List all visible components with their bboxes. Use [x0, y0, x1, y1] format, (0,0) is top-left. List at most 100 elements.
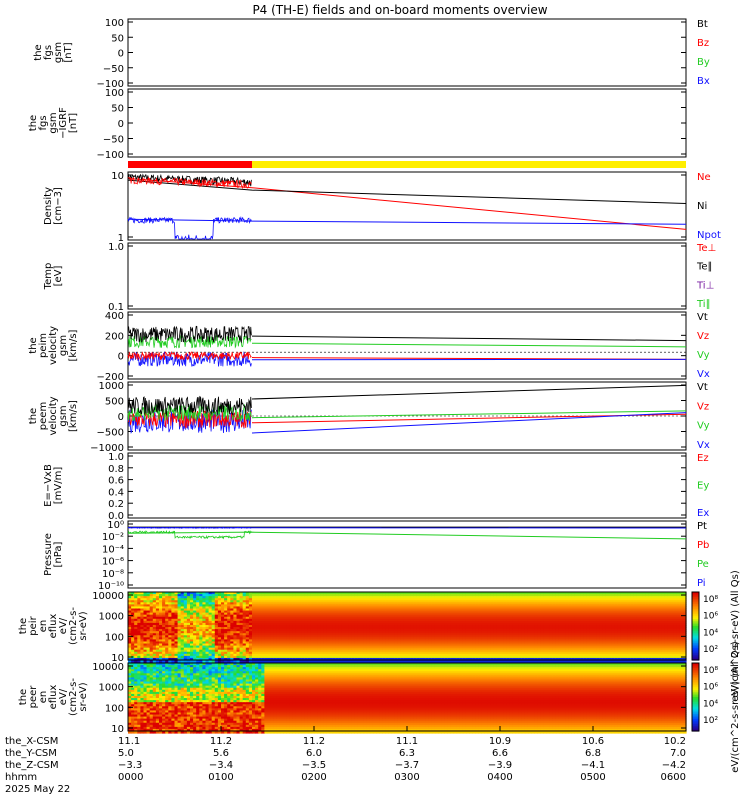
- peir-cell: [506, 598, 510, 601]
- peir-cell: [205, 608, 210, 612]
- peir-cell: [227, 598, 231, 601]
- peir-cell: [267, 641, 272, 645]
- peir-cell: [546, 618, 551, 622]
- peir-cell: [146, 639, 151, 642]
- peir-cell: [549, 596, 554, 599]
- peir-cell: [531, 592, 535, 595]
- peir-cell: [354, 647, 358, 651]
- peir-cell: [360, 602, 365, 605]
- peir-cell: [183, 596, 188, 599]
- peir-cell: [534, 629, 538, 632]
- peir-cell: [159, 592, 163, 595]
- peir-cell: [279, 627, 284, 630]
- peir-cell: [434, 629, 439, 632]
- peir-cell: [434, 647, 439, 651]
- peir-cell: [555, 660, 560, 663]
- peir-cell: [543, 657, 548, 661]
- peir-cell: [236, 653, 241, 657]
- peir-cell: [422, 620, 427, 624]
- peir-cell: [168, 647, 172, 651]
- peir-cell: [183, 600, 188, 603]
- peir-cell: [354, 620, 358, 624]
- peir-cell: [481, 629, 486, 632]
- peir-cell: [245, 637, 250, 640]
- peir-cell: [174, 647, 179, 651]
- peir-cell: [279, 655, 284, 659]
- peir-cell: [193, 655, 197, 659]
- peir-cell: [385, 641, 389, 645]
- peir-cell: [267, 624, 272, 628]
- peir-cell: [317, 653, 321, 657]
- peir-cell: [453, 651, 458, 655]
- peir-cell: [524, 627, 529, 630]
- peir-cell: [131, 627, 135, 630]
- peir-cell: [310, 647, 315, 651]
- peir-cell: [537, 655, 541, 659]
- peir-cell: [310, 629, 315, 632]
- peir-cell: [478, 657, 482, 661]
- peir-cell: [193, 596, 197, 599]
- peir-cell: [134, 596, 138, 599]
- peir-cell: [425, 616, 430, 620]
- peir-cell: [177, 600, 182, 603]
- peir-cell: [503, 657, 507, 661]
- peir-cell: [453, 618, 458, 622]
- peir-cell: [496, 645, 501, 649]
- peir-cell: [335, 657, 340, 661]
- peir-cell: [242, 649, 247, 653]
- peir-cell: [162, 592, 166, 595]
- peir-cell: [456, 624, 461, 628]
- peir-cell: [199, 641, 203, 645]
- peir-cell: [453, 596, 458, 599]
- peir-cell: [289, 653, 293, 657]
- peir-cell: [338, 610, 343, 614]
- peir-cell: [137, 660, 141, 663]
- peir-cell: [196, 614, 200, 618]
- peir-cell: [400, 639, 405, 642]
- peir-cell: [202, 612, 207, 616]
- peir-cell: [453, 647, 458, 651]
- peir-cell: [258, 608, 262, 612]
- peir-cell: [159, 618, 163, 622]
- peir-cell: [289, 641, 293, 645]
- peir-cell: [292, 643, 296, 647]
- peir-cell: [252, 602, 256, 605]
- peir-cell: [304, 624, 309, 628]
- peir-cell: [425, 618, 430, 622]
- peir-cell: [255, 608, 259, 612]
- peir-cell: [146, 643, 151, 647]
- peir-cell: [518, 616, 523, 620]
- peir-cell: [174, 606, 179, 610]
- peir-cell: [475, 604, 479, 607]
- peir-cell: [379, 645, 383, 649]
- peem-legend-Vz: Vz: [697, 401, 709, 412]
- peir-cell: [391, 660, 396, 663]
- peir-cell: [515, 614, 520, 618]
- peir-cell: [304, 622, 309, 626]
- peir-cell: [394, 606, 399, 610]
- peir-cell: [211, 660, 216, 663]
- peir-cell: [227, 653, 231, 657]
- peir-cell: [137, 620, 141, 624]
- peir-cell: [456, 606, 461, 610]
- peir-cell: [131, 633, 135, 636]
- peir-cell: [267, 651, 272, 655]
- peir-cell: [273, 635, 278, 638]
- peir-cell: [465, 600, 470, 603]
- peir-cell: [549, 649, 554, 653]
- pressure-tick-label: 10⁻¹⁰: [98, 581, 124, 592]
- peir-cell: [478, 649, 482, 653]
- peir-cell: [199, 616, 203, 620]
- peir-cell: [261, 657, 265, 661]
- peir-cell: [506, 592, 510, 595]
- peir-cell: [236, 594, 241, 597]
- peir-cell: [152, 649, 157, 653]
- peir-cell: [245, 653, 250, 657]
- peir-cell: [552, 610, 557, 614]
- pressure-tick-label: 10⁻⁸: [102, 569, 124, 580]
- peir-cell: [410, 604, 414, 607]
- peir-cell: [323, 600, 327, 603]
- peir-cell: [301, 649, 306, 653]
- peir-cell: [438, 624, 442, 628]
- peir-cell: [258, 645, 262, 649]
